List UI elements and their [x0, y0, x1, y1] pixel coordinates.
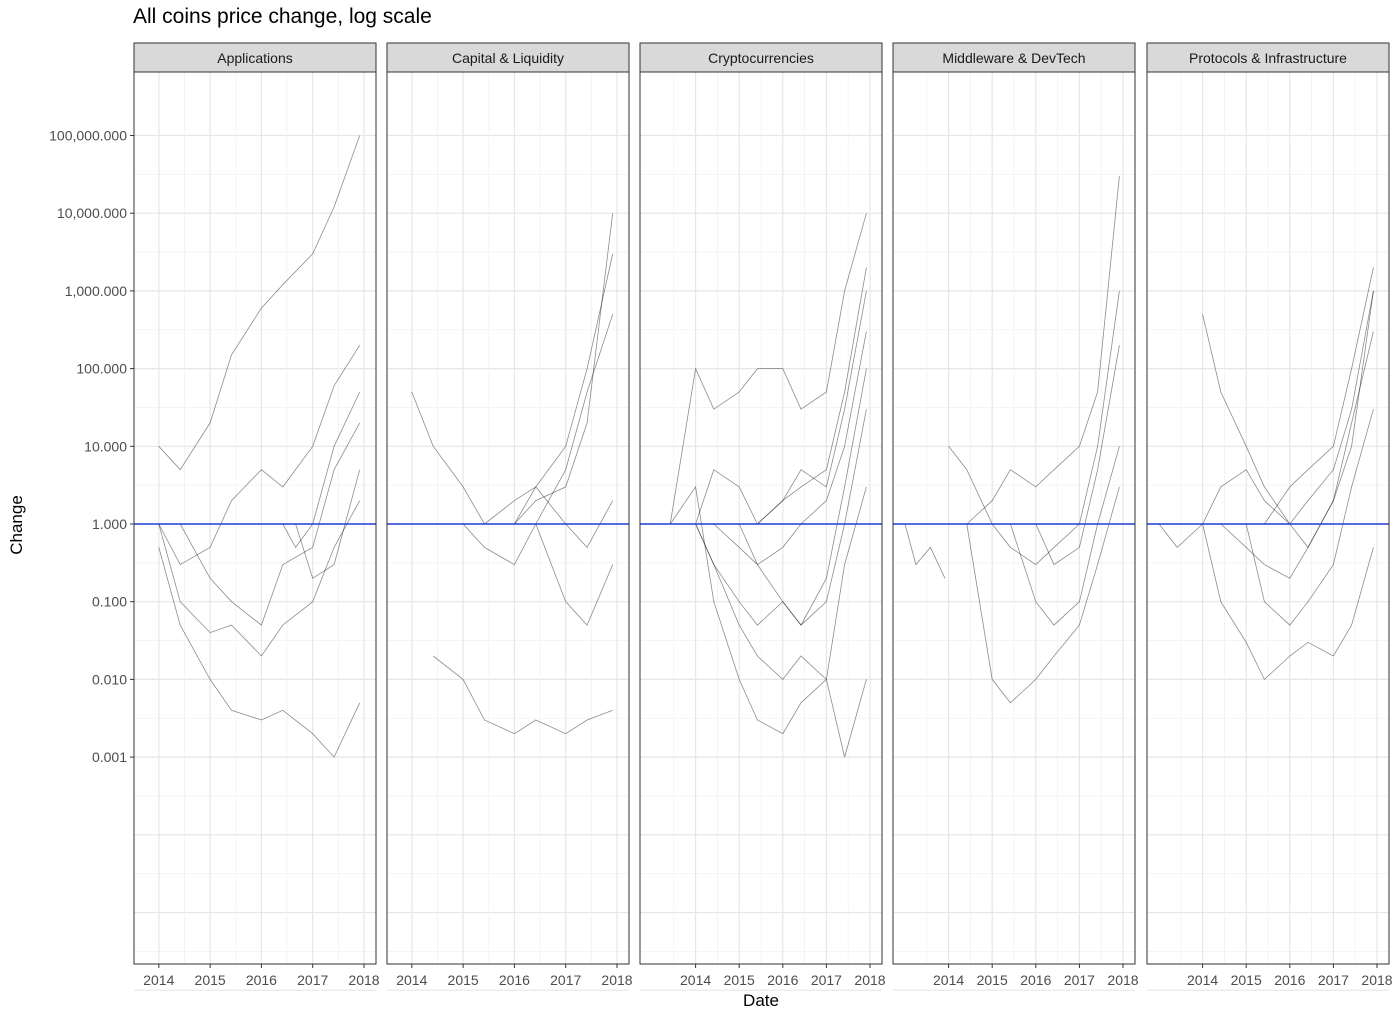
coin-series-line — [1220, 290, 1374, 579]
x-tick-label: 2015 — [195, 972, 226, 988]
x-tick-label: 2016 — [246, 972, 277, 988]
facet-panel: Cryptocurrencies 2014 2015 2016 2017 2018 — [639, 42, 886, 991]
coin-series-line — [669, 213, 867, 525]
y-tick-label: 1,000.000 — [65, 283, 127, 299]
x-tick-label: 2017 — [297, 972, 328, 988]
x-tick-label: 2014 — [143, 972, 174, 988]
facet-strip — [133, 42, 377, 73]
x-tick-label: 2014 — [396, 972, 427, 988]
x-tick-label: 2018 — [348, 972, 379, 988]
coin-series-line — [966, 176, 1120, 525]
x-tick-label: 2015 — [724, 972, 755, 988]
x-tick-label: 2018 — [1361, 972, 1392, 988]
x-tick-label: 2015 — [977, 972, 1008, 988]
coin-series-line — [179, 422, 361, 626]
coin-series-line — [695, 290, 867, 525]
y-tick-label: 0.001 — [92, 749, 127, 765]
facet-strip-label: Capital & Liquidity — [452, 50, 564, 66]
coin-series-line — [1035, 345, 1120, 566]
coin-series-line — [904, 523, 946, 579]
facet-panel: Protocols & Infrastructure 2014 2015 2016 20… — [1146, 42, 1393, 991]
coin-series-line — [295, 469, 361, 579]
facet-strip-label: Applications — [217, 50, 293, 66]
x-tick-label: 2017 — [1318, 972, 1349, 988]
y-tick-label: 10,000.000 — [57, 205, 127, 221]
y-tick-label: 10.000 — [84, 438, 127, 454]
coin-series-line — [514, 253, 614, 525]
x-tick-label: 2016 — [1020, 972, 1051, 988]
coin-series-line — [1158, 331, 1374, 549]
x-tick-label: 2018 — [1107, 972, 1138, 988]
x-tick-label: 2017 — [550, 972, 581, 988]
y-tick-label: 0.100 — [92, 594, 127, 610]
x-tick-label: 2015 — [448, 972, 479, 988]
coin-series-line — [484, 486, 614, 549]
coin-series-line — [713, 331, 867, 566]
x-tick-label: 2016 — [1274, 972, 1305, 988]
facet-strip — [639, 42, 883, 73]
panel-border — [892, 71, 1136, 965]
coin-series-line — [1202, 523, 1374, 681]
coin-series-line — [670, 368, 867, 626]
y-tick-label: 0.010 — [92, 671, 127, 687]
facet-strip-label: Cryptocurrencies — [708, 50, 814, 66]
coin-series-line — [158, 135, 361, 471]
coin-series-line — [535, 523, 614, 626]
facet-strip-label: Middleware & DevTech — [942, 50, 1085, 66]
coin-series-line — [966, 486, 1120, 704]
x-tick-label: 2017 — [1064, 972, 1095, 988]
coin-series-line — [158, 547, 361, 758]
x-tick-label: 2015 — [1231, 972, 1262, 988]
y-tick-label: 100,000.000 — [49, 128, 127, 144]
facet-strip — [892, 42, 1136, 73]
x-tick-label: 2016 — [767, 972, 798, 988]
x-tick-label: 2014 — [1187, 972, 1218, 988]
x-tick-label: 2017 — [811, 972, 842, 988]
facet-strip — [1146, 42, 1390, 73]
x-axis-title: Date — [743, 991, 779, 1010]
y-tick-label: 1.000 — [92, 516, 127, 532]
coin-series-line — [1010, 446, 1120, 626]
coin-series-line — [757, 267, 867, 525]
facet-panel: Applications 2014 2015 2016 2017 2018 — [133, 42, 380, 991]
coin-series-line — [695, 523, 867, 758]
coin-series-line — [432, 655, 613, 735]
panel-border — [1146, 71, 1390, 965]
coin-series-line — [1245, 409, 1374, 626]
coin-series-line — [158, 344, 361, 566]
panel-background — [387, 72, 629, 964]
x-tick-label: 2014 — [933, 972, 964, 988]
facet-panel: Middleware & DevTech 2014 2015 2016 2017 2018 — [892, 42, 1139, 991]
x-tick-label: 2018 — [601, 972, 632, 988]
chart-title: All coins price change, log scale — [133, 5, 432, 28]
panel-border — [639, 71, 883, 965]
y-tick-label: 100.000 — [76, 361, 127, 377]
facet-panel: Capital & Liquidity 2014 2015 2016 2017 2018 — [386, 42, 633, 991]
coin-series-line — [1264, 267, 1374, 525]
facet-strip — [386, 42, 630, 73]
x-tick-label: 2016 — [499, 972, 530, 988]
panel-border — [133, 71, 377, 965]
x-tick-label: 2014 — [680, 972, 711, 988]
coin-series-line — [669, 485, 867, 735]
panel-background — [134, 72, 376, 964]
coin-series-line — [948, 290, 1120, 566]
x-tick-label: 2018 — [854, 972, 885, 988]
panel-border — [386, 71, 630, 965]
facet-strip-label: Protocols & Infrastructure — [1189, 50, 1347, 66]
coin-series-line — [158, 500, 361, 657]
